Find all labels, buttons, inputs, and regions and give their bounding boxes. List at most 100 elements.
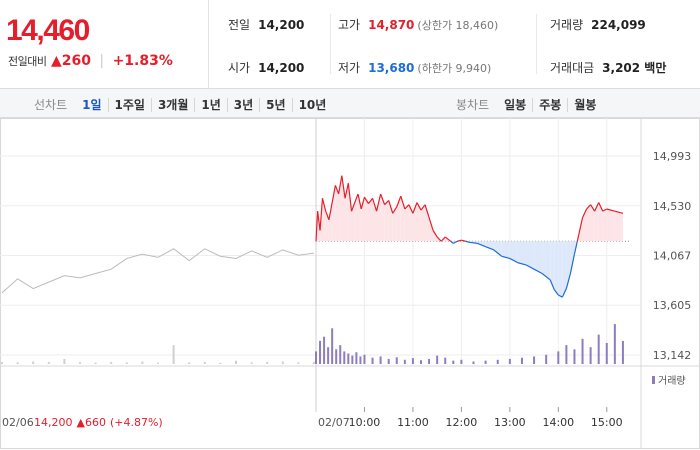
down-line-segment [485,246,494,251]
prev-volume-bar [172,345,175,364]
line-period-option[interactable]: 1일 [82,98,102,112]
up-line-segment [344,183,349,199]
up-line-segment [338,175,343,195]
prev-volume-bar [125,362,128,364]
line-period-option[interactable]: 1년 [194,98,227,112]
up-line-segment [388,200,394,214]
down-line-segment [493,249,503,257]
up-line-segment [404,204,410,210]
up-area [354,193,358,242]
chart-toolbar: 선차트 1일 1주일 3개월 1년 3년 5년 10년 봉차트 일봉 주봉 월봉 [0,89,700,118]
line-period-option[interactable]: 5년 [259,98,292,112]
down-area [554,241,559,296]
volume-bar [520,357,523,364]
volume-bar [436,355,439,364]
volume-bar [420,360,422,364]
line-period-option[interactable]: 10년 [291,98,333,112]
y-tick-label: 13,142 [653,349,692,362]
up-area [606,209,615,242]
x-tick-label: 11:00 [397,416,429,429]
up-area [341,175,346,242]
y-tick-label: 14,067 [653,250,692,263]
change-label: 전일대비 [8,55,47,68]
up-line-segment [606,208,616,212]
volume-bar [335,349,338,364]
down-line-segment [469,241,478,244]
stat-2: 거래량 224,099 [550,16,646,33]
line-period-option[interactable]: 3년 [226,98,260,112]
up-line-segment [319,198,324,231]
prev-volume-bar [297,362,300,364]
volume-legend-label: 거래량 [658,375,686,387]
line-period-option[interactable]: 1주일 [107,98,151,112]
x-tick-label: 12:00 [446,416,478,429]
stat-label: 전일 [228,18,251,32]
y-tick-label: 14,530 [653,200,692,213]
volume-bar [605,343,608,364]
up-line-segment [416,202,422,211]
up-area [384,200,389,242]
prev-volume-bar [110,361,113,364]
up-area [368,198,373,242]
line-period-option[interactable]: 3개월 [150,98,195,112]
volume-bar [573,349,576,364]
up-line-segment [357,193,362,210]
volume-bar [508,358,511,364]
up-area [396,196,401,242]
volume-bar [351,355,354,364]
volume-bar [496,359,499,364]
chart-frame [0,118,700,449]
up-line-segment [448,239,451,242]
volume-bar [557,351,560,364]
volume-bar [533,356,536,364]
volume-bar [621,340,624,364]
quote-panel: 14,460 전일대비 ▲260 | +1.83% 전일 14,200 고가 14,8… [0,0,700,89]
down-line-segment [569,254,576,274]
prev-volume-bar [219,362,222,364]
volume-bar [565,345,568,364]
up-area [594,202,599,242]
up-line-segment [440,236,446,242]
candle-period-option[interactable]: 월봉 [567,98,603,112]
prev-day-pct: (+4.87%) [110,416,163,429]
prev-volume-bar [235,360,237,364]
up-area [380,193,385,242]
prev-day-line [1,248,315,294]
up-line-segment [436,236,442,242]
prev-volume-bar [266,361,269,364]
candle-period-option[interactable]: 주봉 [532,98,568,112]
down-line-segment [465,240,470,243]
volume-bar [589,347,592,364]
up-line-segment [602,208,608,212]
volume-bar [379,356,382,364]
down-line-segment [558,294,563,298]
price-box: 14,460 전일대비 ▲260 | +1.83% [0,0,209,89]
price-chart: 14,993 14,530 14,067 13,605 13,142 10:00 11:00… [0,118,700,449]
volume-bar [355,352,358,364]
y-tick-label: 14,993 [653,150,692,163]
stat-value: 3,202 백만 [602,61,667,75]
up-line-segment [347,183,353,212]
up-area [586,204,591,242]
down-line-segment [565,273,572,289]
up-area [602,209,607,242]
change-amount: 260 [61,53,91,69]
prev-volume-bar [250,362,253,364]
volume-bar [581,338,584,364]
prev-volume-bar [141,361,144,364]
up-area [364,197,369,242]
down-area [570,241,575,274]
candle-period-option[interactable]: 일봉 [504,98,527,112]
stat-label: 거래량 [550,18,584,32]
x-tick-label: 15:00 [591,416,623,429]
prev-volume-bar [1,361,3,364]
up-line-segment [420,204,426,211]
down-area [562,241,567,298]
stat-limit: (하한가 9,940) [417,62,492,75]
up-area [335,185,339,242]
volume-bar [387,358,390,364]
down-area [550,241,555,290]
down-line-segment [453,240,458,244]
prev-volume-bar [203,361,206,364]
up-area [351,202,355,242]
